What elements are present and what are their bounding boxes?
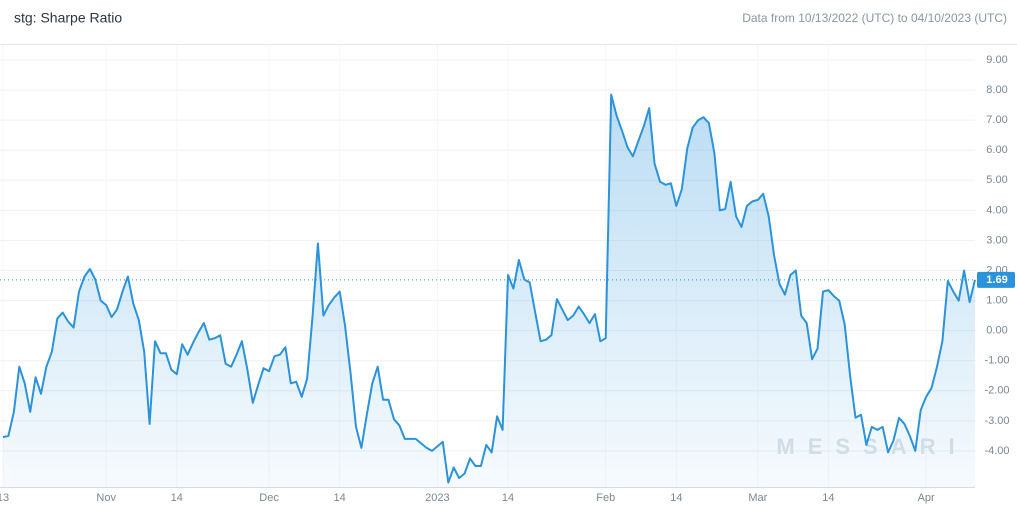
x-tick-label: Nov (96, 492, 116, 504)
y-tick-label: 5.00 (986, 174, 1007, 186)
line (2, 93, 976, 484)
x-tick-label: 14 (502, 492, 514, 504)
x-tick-label: 14 (822, 492, 834, 504)
x-tick-label: 2023 (425, 492, 449, 504)
x-tick-label: Apr (918, 492, 935, 504)
plot: MESSARI (0, 93, 976, 487)
y-tick-label: 0.00 (986, 325, 1007, 337)
y-tick-label: 6.00 (986, 144, 1007, 156)
chart-title: stg: Sharpe Ratio (14, 10, 122, 26)
y-tick-label: -2.00 (984, 385, 1009, 397)
x-tick-label: Mar (748, 492, 767, 504)
last-value-box (977, 271, 1015, 288)
y-tick-label: -4.00 (984, 445, 1009, 457)
y-tick-label: -3.00 (984, 415, 1009, 427)
y-tick-label: -1.00 (984, 355, 1009, 367)
x-tick-label: 14 (670, 492, 682, 504)
x-tick-label: 14 (334, 492, 346, 504)
y-tick-label: 4.00 (986, 204, 1007, 216)
y-tick-label: 9.00 (986, 54, 1007, 66)
x-tick-label: 13 (0, 492, 9, 504)
chart-subtitle: Data from 10/13/2022 (UTC) to 04/10/2023… (742, 11, 1007, 25)
last-value-label: 1.69 (986, 274, 1007, 286)
y-tick-label: 8.00 (986, 84, 1007, 96)
x-tick-label: Dec (259, 492, 279, 504)
y-tick-label: 1.00 (986, 294, 1007, 306)
y-tick-label: 7.00 (986, 114, 1007, 126)
axes: 9.008.007.006.005.004.003.002.001.000.00… (0, 54, 1015, 504)
x-tick-label: 14 (171, 492, 183, 504)
x-tick-label: Feb (596, 492, 615, 504)
y-tick-label: 3.00 (986, 234, 1007, 246)
